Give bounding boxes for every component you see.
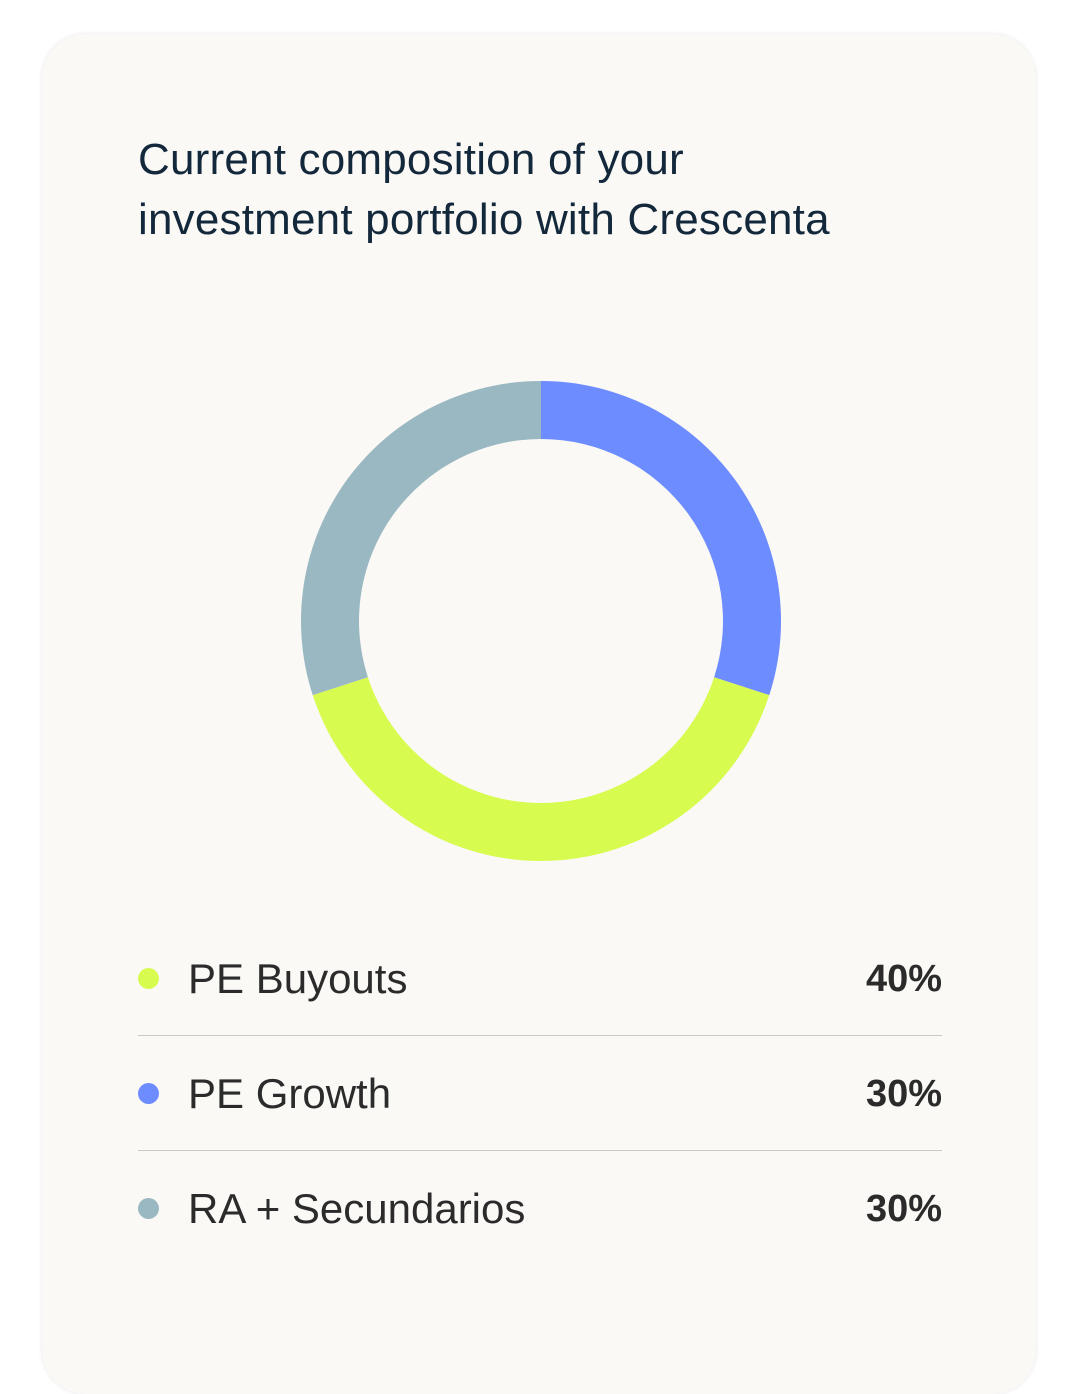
portfolio-card: Current composition of your investment p… [42,34,1036,1394]
legend-dot-ra-secundarios [138,1198,159,1219]
chart-title-line-2: investment portfolio with Crescenta [138,195,830,244]
legend-item-ra-secundarios: RA + Secundarios 30% [138,1151,942,1266]
legend-value-pe-buyouts: 40% [865,958,942,1000]
legend-dot-pe-buyouts [138,968,159,989]
legend-label-ra-secundarios: RA + Secundarios [188,1185,526,1232]
legend-item-pe-growth: PE Growth 30% [138,1036,942,1151]
legend-value-ra-secundarios: 30% [865,1188,942,1230]
legend-item-pe-buyouts: PE Buyouts 40% [138,921,942,1036]
legend-label-pe-buyouts: PE Buyouts [188,955,408,1002]
donut-slice-pe-growth [541,381,781,696]
legend-label-pe-growth: PE Growth [188,1070,392,1117]
donut-chart [300,381,781,862]
legend-dot-pe-growth [138,1083,159,1104]
legend-value-pe-growth: 30% [865,1073,942,1115]
donut-slice-pe-buyouts [312,677,770,862]
chart-title: Current composition of your investment p… [138,130,958,250]
donut-slice-ra-secundarios [300,381,541,696]
chart-legend: PE Buyouts 40% PE Growth 30% RA + Secund… [138,921,942,1266]
chart-title-line-1: Current composition of your [138,135,684,184]
